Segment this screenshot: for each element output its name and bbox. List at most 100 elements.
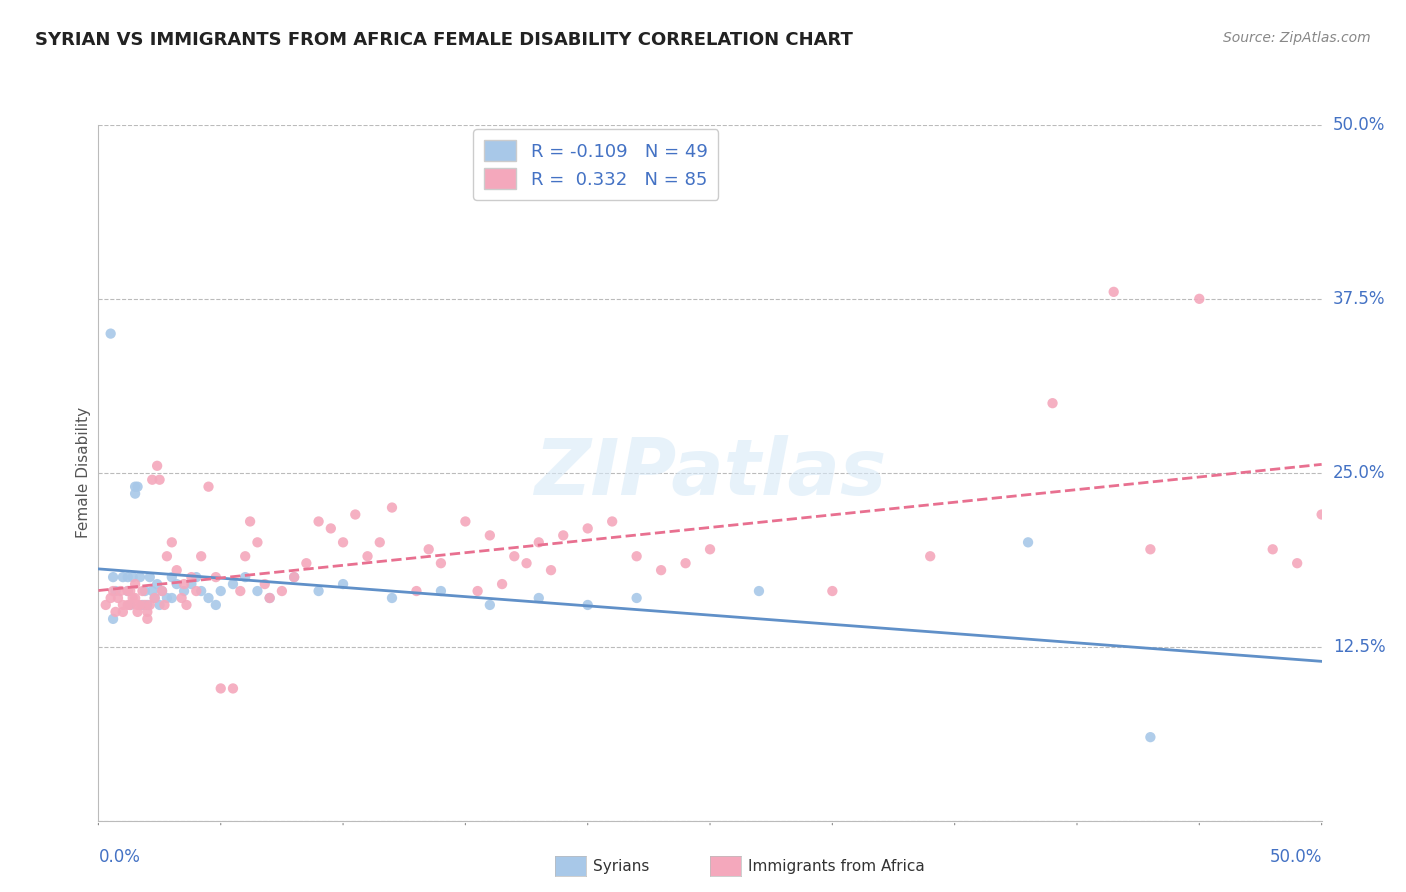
Point — [160, 591, 183, 605]
Point — [259, 591, 281, 605]
Point — [173, 577, 195, 591]
Point — [121, 570, 143, 584]
Point — [186, 584, 208, 599]
Point — [104, 605, 127, 619]
Point — [120, 584, 142, 599]
Point — [527, 591, 550, 605]
Point — [491, 577, 513, 591]
Point — [576, 598, 599, 612]
Point — [259, 591, 281, 605]
Point — [356, 549, 378, 564]
Point — [205, 598, 228, 612]
Point — [270, 584, 294, 599]
Point — [136, 605, 159, 619]
Point — [94, 598, 117, 612]
Point — [143, 591, 166, 605]
Point — [1139, 730, 1161, 744]
Point — [136, 612, 159, 626]
Point — [129, 570, 152, 584]
Point — [209, 584, 232, 599]
Point — [600, 515, 623, 529]
Point — [478, 598, 501, 612]
Point — [139, 570, 162, 584]
Point — [156, 591, 179, 605]
Point — [1261, 542, 1284, 557]
Point — [127, 480, 149, 494]
Point — [381, 500, 404, 515]
Point — [478, 528, 501, 542]
Point — [1188, 292, 1211, 306]
Point — [1017, 535, 1039, 549]
Point — [308, 515, 330, 529]
Point — [209, 681, 232, 696]
Point — [253, 577, 276, 591]
Point — [139, 598, 162, 612]
Point — [160, 570, 183, 584]
Point — [197, 591, 219, 605]
Point — [124, 591, 146, 605]
Point — [332, 535, 354, 549]
Point — [101, 612, 124, 626]
Point — [127, 605, 149, 619]
Point — [146, 577, 169, 591]
Point — [149, 473, 172, 487]
Point — [117, 570, 139, 584]
Point — [141, 473, 163, 487]
Point — [344, 508, 367, 522]
Point — [283, 570, 305, 584]
Point — [821, 584, 844, 599]
Y-axis label: Female Disability: Female Disability — [76, 407, 91, 539]
Point — [134, 598, 156, 612]
Point — [246, 535, 269, 549]
Point — [101, 570, 124, 584]
Point — [233, 549, 256, 564]
Point — [134, 584, 156, 599]
Point — [104, 584, 127, 599]
Point — [920, 549, 942, 564]
Text: Source: ZipAtlas.com: Source: ZipAtlas.com — [1223, 31, 1371, 45]
Point — [1102, 285, 1125, 299]
Point — [190, 584, 212, 599]
Point — [650, 563, 672, 577]
Point — [156, 549, 179, 564]
Point — [467, 584, 489, 599]
Point — [190, 549, 212, 564]
Point — [107, 591, 129, 605]
Point — [127, 598, 149, 612]
Point — [1042, 396, 1064, 410]
Point — [197, 480, 219, 494]
Point — [117, 584, 139, 599]
Point — [205, 570, 228, 584]
Point — [166, 577, 188, 591]
Point — [150, 584, 173, 599]
Point — [626, 549, 648, 564]
Point — [131, 584, 153, 599]
Point — [229, 584, 252, 599]
Point — [239, 515, 262, 529]
Point — [170, 591, 193, 605]
Point — [120, 598, 142, 612]
Text: 50.0%: 50.0% — [1333, 116, 1385, 134]
Point — [222, 577, 245, 591]
Text: ZIPatlas: ZIPatlas — [534, 434, 886, 511]
Text: Immigrants from Africa: Immigrants from Africa — [748, 859, 925, 873]
Point — [1310, 508, 1333, 522]
Text: 25.0%: 25.0% — [1333, 464, 1385, 482]
Point — [146, 458, 169, 473]
Point — [308, 584, 330, 599]
Point — [527, 535, 550, 549]
Legend: R = -0.109   N = 49, R =  0.332   N = 85: R = -0.109 N = 49, R = 0.332 N = 85 — [472, 129, 718, 200]
Point — [173, 584, 195, 599]
Point — [180, 570, 202, 584]
Point — [576, 521, 599, 535]
Point — [540, 563, 562, 577]
Point — [1139, 542, 1161, 557]
Point — [515, 556, 537, 570]
Point — [124, 486, 146, 500]
Point — [1286, 556, 1309, 570]
Point — [748, 584, 770, 599]
Point — [143, 591, 166, 605]
Point — [124, 577, 146, 591]
Point — [553, 528, 575, 542]
Point — [117, 584, 139, 599]
